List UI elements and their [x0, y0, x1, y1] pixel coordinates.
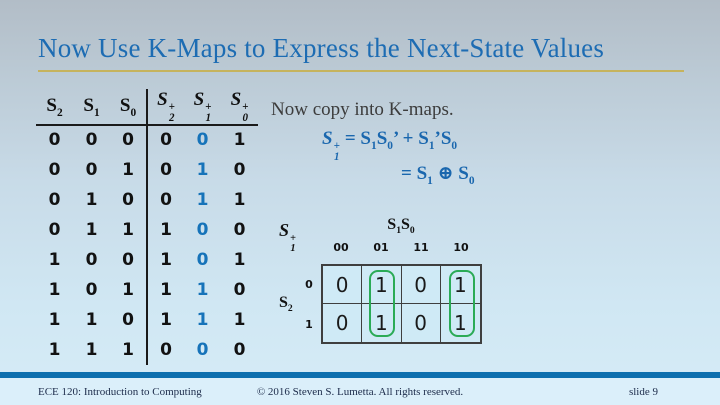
table-cell-s1next: 0 [196, 130, 209, 151]
kmap-group-col01 [369, 270, 395, 337]
kmap-group-col10 [449, 270, 475, 337]
table-cell: 1 [85, 339, 98, 360]
col-header-s0-next: S +0 [221, 89, 258, 126]
table-cell: 0 [122, 189, 134, 210]
table-cell: 0 [48, 159, 61, 180]
table-cell: 1 [122, 159, 134, 180]
kmap-col-header-10: 10 [453, 241, 469, 254]
kmap-col-header-11: 11 [413, 241, 429, 254]
kmap-cell: 0 [323, 266, 363, 304]
kmap-column-variables: S1S0 [387, 216, 415, 237]
table-cell: 0 [233, 339, 246, 360]
table-cell-s1next: 0 [196, 219, 209, 240]
table-cell: 0 [85, 130, 98, 151]
table-cell: 1 [233, 189, 246, 210]
table-cell: 0 [146, 334, 184, 365]
table-cell: 1 [85, 189, 98, 210]
kmap-col-header-00: 00 [333, 241, 349, 254]
col-header-s2: S2 [36, 89, 73, 126]
table-cell-s1next: 1 [196, 309, 209, 330]
table-header-row: S2 S1 S0 S +2 S +1 S +0 [36, 89, 258, 126]
kmap-cell: 0 [401, 266, 441, 304]
table-cell: 1 [48, 249, 61, 270]
table-cell: 1 [122, 279, 134, 300]
kmap-row-variable: S2 [279, 294, 293, 315]
table-cell-s1next: 0 [196, 339, 209, 360]
table-cell: 1 [146, 244, 184, 275]
col-header-s2-next: S +2 [146, 89, 184, 126]
equation-line-1: S +1 = S1S0’ + S1’S0 [322, 128, 457, 163]
col-header-s1-next: S +1 [184, 89, 221, 126]
kmap-column-headers: 00 01 11 10 [321, 241, 481, 254]
footer: ECE 120: Introduction to Computing © 201… [0, 378, 720, 405]
footer-slide-number: slide 9 [628, 386, 658, 398]
page-title: Now Use K-Maps to Express the Next-State… [38, 33, 605, 63]
kmap-row-header-1: 1 [305, 317, 313, 331]
table-cell: 1 [122, 219, 134, 240]
table-cell: 0 [85, 249, 98, 270]
table-cell: 1 [122, 339, 134, 360]
kmap-row-headers: 0 1 [300, 264, 318, 344]
kmap-cell: 0 [402, 304, 441, 342]
kmap-cell: 1 [362, 266, 402, 304]
table-cell-s1next: 0 [196, 249, 209, 270]
table-cell: 1 [48, 339, 61, 360]
table-cell: 1 [233, 249, 246, 270]
footer-bar [0, 372, 720, 378]
table-cell: 1 [85, 309, 98, 330]
equation-lhs: S +1 [322, 128, 340, 163]
col-header-s1: S1 [73, 89, 110, 126]
table-cell: 0 [122, 309, 134, 330]
table-cell: 1 [233, 130, 246, 151]
table-cell: 0 [48, 219, 61, 240]
table-cell: 0 [146, 184, 184, 215]
table-cell: 0 [233, 159, 246, 180]
table-cell: 1 [146, 304, 184, 335]
table-cell: 1 [48, 309, 61, 330]
note-text: Now copy into K-maps. [271, 99, 454, 120]
table-cell: 0 [146, 124, 184, 155]
title-underline [38, 70, 684, 72]
table-cell: 0 [48, 130, 61, 151]
table-cell: 1 [48, 279, 61, 300]
footer-course: ECE 120: Introduction to Computing [38, 386, 202, 398]
equation-rhs: = S1S0’ + S1’S0 [344, 128, 458, 152]
kmap-output-label: S +1 [279, 220, 296, 255]
table-cell: 1 [146, 214, 184, 245]
table-cell: 0 [233, 219, 246, 240]
equation-line-2: = S1 ⊕ S0 [401, 163, 475, 187]
table-cell: 0 [122, 249, 134, 270]
table-cell: 1 [146, 274, 184, 305]
table-cell: 0 [48, 189, 61, 210]
table-cell: 0 [85, 159, 98, 180]
col-header-s0: S0 [110, 89, 147, 126]
table-cell-s1next: 1 [196, 159, 209, 180]
kmap-col-header-01: 01 [373, 241, 389, 254]
footer-copyright: © 2016 Steven S. Lumetta. All rights res… [256, 386, 464, 398]
table-cell-s1next: 1 [196, 189, 209, 210]
kmap-cell: 1 [362, 304, 402, 342]
table-cell: 0 [122, 130, 134, 151]
kmap-cell: 0 [323, 304, 363, 342]
table-cell: 0 [146, 154, 184, 185]
kmap-row-header-0: 0 [305, 277, 313, 291]
table-cell: 0 [233, 279, 246, 300]
table-cell: 1 [85, 219, 98, 240]
kmap-grid: 0 1 0 1 0 1 0 1 [321, 264, 482, 344]
table-cell-s1next: 1 [196, 279, 209, 300]
table-cell: 0 [85, 279, 98, 300]
table-cell: 1 [233, 309, 246, 330]
